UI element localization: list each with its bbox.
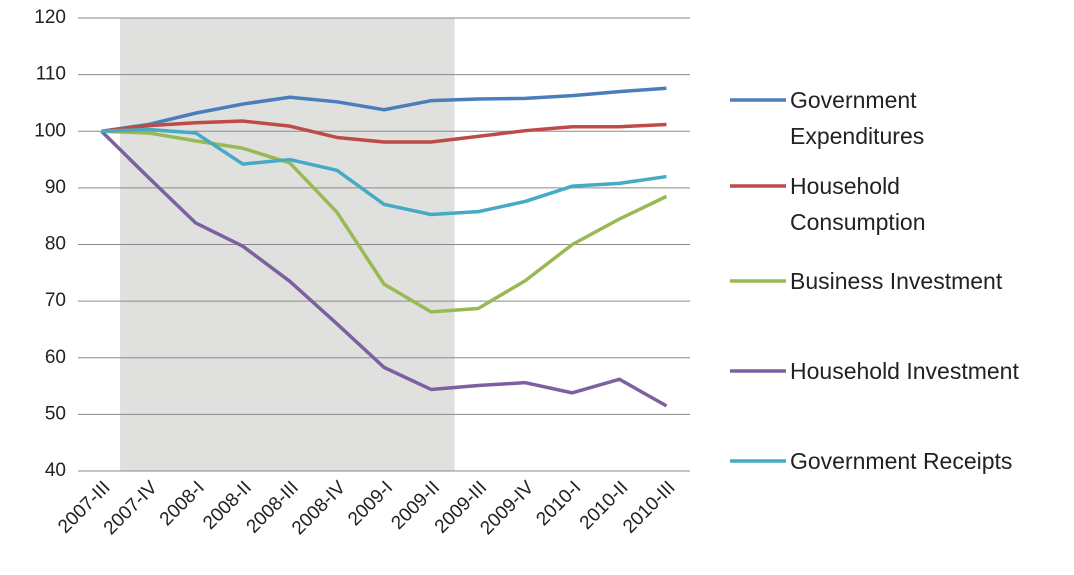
series-line xyxy=(100,130,668,408)
series-line xyxy=(101,127,667,217)
x-tick-label: 2009-IV xyxy=(476,477,538,539)
series-line xyxy=(101,119,667,144)
y-tick-label: 120 xyxy=(34,7,66,28)
x-tick-label: 2009-I xyxy=(344,477,397,530)
y-tick-label: 110 xyxy=(36,64,66,85)
y-tick-label: 90 xyxy=(45,177,66,198)
legend-label: Household Consumption xyxy=(790,173,926,235)
legend-label: Government Receipts xyxy=(790,448,1013,474)
x-tick-label: 2010-III xyxy=(619,477,679,537)
y-tick-label: 100 xyxy=(34,120,66,141)
y-tick-label: 50 xyxy=(45,403,66,424)
x-tick-label: 2010-I xyxy=(532,477,585,530)
legend-label: Household Investment xyxy=(790,358,1019,384)
x-tick-label: 2008-I xyxy=(156,477,209,530)
x-tick-label: 2008-IV xyxy=(288,477,350,539)
y-tick-label: 40 xyxy=(45,460,66,481)
legend-label: Business Investment xyxy=(790,268,1003,294)
y-tick-label: 60 xyxy=(45,347,66,368)
x-tick-label: 2007-IV xyxy=(100,477,162,539)
series-line xyxy=(101,86,667,133)
series-line xyxy=(101,129,668,314)
y-tick-label: 80 xyxy=(45,234,66,255)
legend-label: Government Expenditures xyxy=(790,87,925,149)
y-tick-label: 70 xyxy=(45,290,66,311)
